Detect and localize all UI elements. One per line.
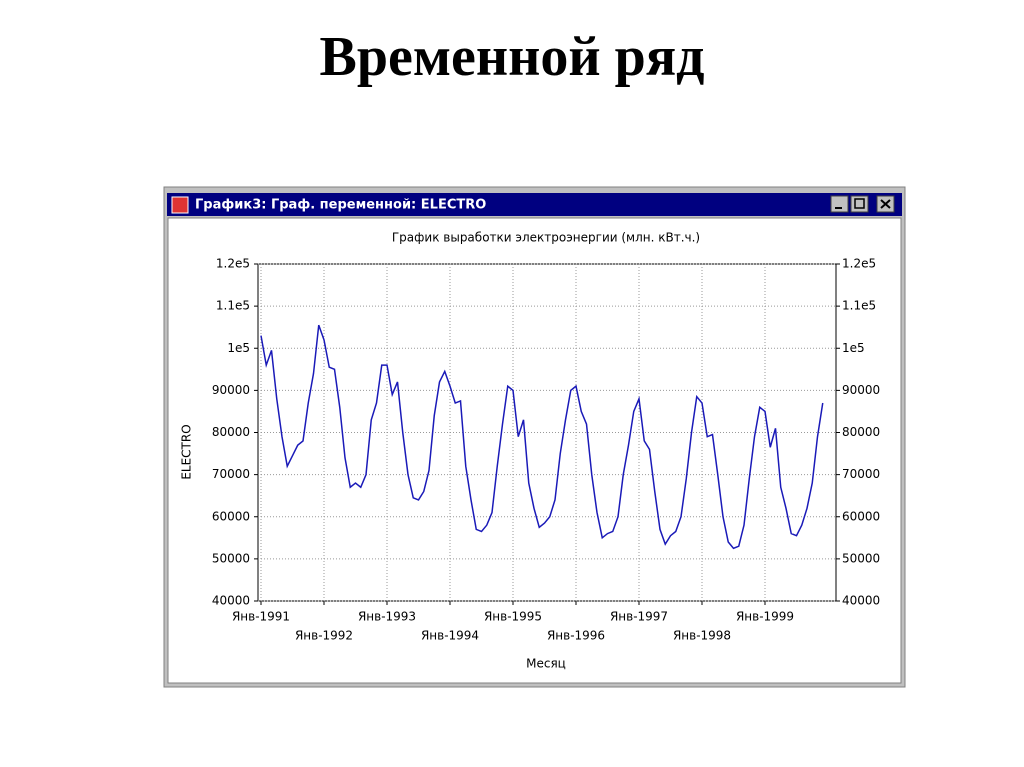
chart-area: [167, 217, 902, 684]
window-title: График3: Граф. переменной: ELECTRO: [195, 198, 486, 213]
x-tick-label: Янв-1994: [421, 629, 479, 643]
x-tick-label: Янв-1995: [484, 610, 542, 624]
x-axis-label: Месяц: [526, 657, 566, 671]
y2-tick-label: 1e5: [842, 341, 865, 355]
close-glyph: [880, 199, 891, 209]
y-tick-label: 1.1e5: [216, 299, 250, 313]
x-tick-label: Янв-1993: [358, 610, 416, 624]
y2-tick-label: 1.1e5: [842, 299, 876, 313]
app-icon: [171, 196, 189, 214]
y-tick-label: 60000: [212, 509, 250, 523]
x-tick-label: Янв-1991: [232, 610, 290, 624]
slide-title: Временной ряд: [320, 26, 705, 88]
x-tick-label: Янв-1998: [673, 629, 731, 643]
y2-tick-label: 1.2e5: [842, 257, 876, 271]
window-buttons[interactable]: [830, 195, 895, 213]
y2-tick-label: 50000: [842, 551, 880, 565]
x-tick-label: Янв-1997: [610, 610, 668, 624]
y-axis-label: ELECTRO: [180, 424, 194, 479]
plot: 40000 50000 60000 70000 80000 90000 1e5 1.1e5 1.…: [212, 257, 880, 643]
y2-tick-label: 90000: [842, 383, 880, 397]
y-tick-label: 1e5: [227, 341, 250, 355]
y2-tick-label: 80000: [842, 425, 880, 439]
y-tick-label: 1.2e5: [216, 257, 250, 271]
y2-tick-label: 60000: [842, 509, 880, 523]
y-tick-label: 70000: [212, 467, 250, 481]
y-tick-label: 40000: [212, 594, 250, 608]
x-tick-label: Янв-1996: [547, 629, 605, 643]
chart-title: График выработки электроэнергии (млн. кВ…: [392, 231, 700, 245]
y-tick-label: 80000: [212, 425, 250, 439]
maximize-glyph: [854, 198, 865, 209]
y-tick-label: 90000: [212, 383, 250, 397]
minimize-button[interactable]: [830, 195, 849, 213]
y-tick-label: 50000: [212, 551, 250, 565]
x-tick-label: Янв-1999: [736, 610, 794, 624]
series-line: [260, 324, 824, 550]
title-bar: [167, 193, 902, 216]
y2-tick-label: 70000: [842, 467, 880, 481]
x-tick-label: Янв-1992: [295, 629, 353, 643]
y2-tick-label: 40000: [842, 594, 880, 608]
